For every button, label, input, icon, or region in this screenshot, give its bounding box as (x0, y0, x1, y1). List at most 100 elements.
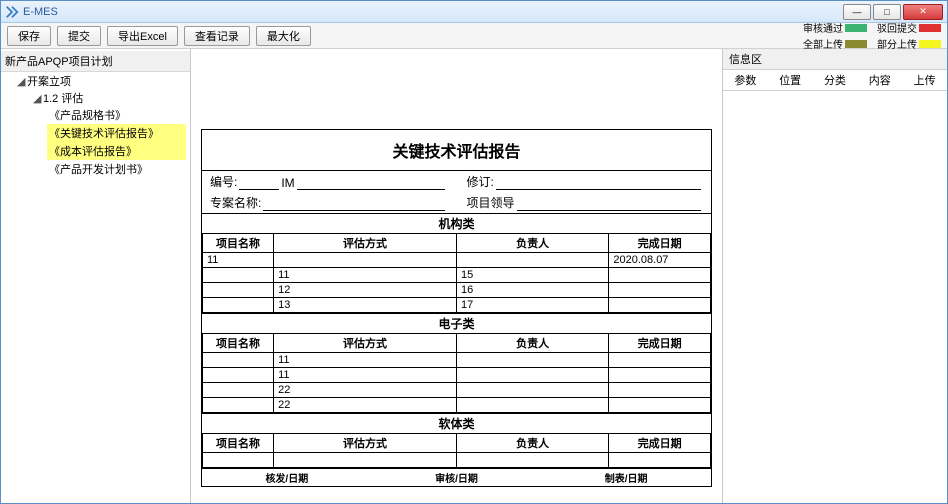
data-table: 项目名称评估方式负责人完成日期112020.08.07111512161317 (202, 233, 711, 313)
data-table: 项目名称评估方式负责人完成日期11112222 (202, 333, 711, 413)
cell-method[interactable] (274, 253, 457, 268)
number-value: IM (281, 176, 294, 190)
submit-button[interactable]: 提交 (57, 26, 101, 46)
section-head: 机构类 (202, 213, 711, 233)
info-panel-header: 参数 位置 分类 内容 上传 (723, 70, 947, 91)
cell-person[interactable] (456, 383, 608, 398)
cell-date[interactable] (609, 383, 711, 398)
window-title: E-MES (23, 6, 843, 18)
cell-person[interactable] (456, 353, 608, 368)
col-header-method: 评估方式 (274, 334, 457, 353)
report-title: 关键技术评估报告 (202, 130, 711, 170)
number-label: 编号: (210, 173, 237, 190)
app-icon (5, 5, 19, 19)
cell-name[interactable] (203, 283, 274, 298)
minimize-button[interactable]: — (843, 4, 871, 20)
save-button[interactable]: 保存 (7, 26, 51, 46)
footer-row: 核发/日期 审核/日期 制表/日期 (202, 468, 711, 486)
tree-item[interactable]: 《关键技术评估报告》 (47, 124, 186, 142)
document-viewport[interactable]: 关键技术评估报告 编号:IM 修订: 专案名称: 项目领导 机构类项目名称评估方… (191, 49, 722, 503)
close-button[interactable]: ✕ (903, 4, 943, 20)
cell-person[interactable]: 17 (456, 298, 608, 313)
info-col-category: 分类 (813, 70, 858, 90)
info-panel: 信息区 参数 位置 分类 内容 上传 (722, 49, 947, 503)
table-row[interactable]: 11 2020.08.07 (203, 253, 711, 268)
legend-approved-swatch (845, 24, 867, 32)
col-header-person: 负责人 (456, 234, 608, 253)
cell-name[interactable] (203, 383, 274, 398)
legend: 审核通过 驳回提交 全部上传 部分上传 (803, 20, 941, 51)
cell-date[interactable]: 2020.08.07 (609, 253, 711, 268)
cell-date[interactable] (609, 353, 711, 368)
table-row[interactable] (203, 453, 711, 468)
section-head: 软体类 (202, 413, 711, 433)
cell-date[interactable] (609, 368, 711, 383)
footer-issue-date: 核发/日期 (202, 469, 372, 486)
export-excel-button[interactable]: 导出Excel (107, 26, 178, 46)
cell-method[interactable]: 13 (274, 298, 457, 313)
cell-date[interactable] (609, 298, 711, 313)
cell-date[interactable] (609, 453, 711, 468)
cell-method[interactable] (274, 453, 457, 468)
info-col-param: 参数 (723, 70, 768, 90)
cell-name[interactable] (203, 353, 274, 368)
cell-method[interactable]: 11 (274, 368, 457, 383)
cell-person[interactable] (456, 398, 608, 413)
cell-person[interactable]: 15 (456, 268, 608, 283)
cell-name[interactable] (203, 398, 274, 413)
cell-date[interactable] (609, 398, 711, 413)
view-record-button[interactable]: 查看记录 (184, 26, 250, 46)
table-row[interactable]: 1317 (203, 298, 711, 313)
legend-returned-label: 驳回提交 (877, 20, 917, 35)
cell-date[interactable] (609, 283, 711, 298)
cell-method[interactable]: 22 (274, 398, 457, 413)
cell-name[interactable] (203, 268, 274, 283)
project-name-label: 专案名称: (210, 194, 261, 211)
legend-all-uploaded-swatch (845, 40, 867, 48)
tree-panel: 新产品APQP项目计划 ◢开案立项 ◢1.2 评估 《产品规格书》《关键技术评估… (1, 49, 191, 503)
info-panel-title: 信息区 (723, 49, 947, 70)
info-col-content: 内容 (857, 70, 902, 90)
data-table: 项目名称评估方式负责人完成日期 (202, 433, 711, 468)
info-col-position: 位置 (768, 70, 813, 90)
cell-person[interactable] (456, 253, 608, 268)
tree-node-12[interactable]: ◢1.2 评估 《产品规格书》《关键技术评估报告》《成本评估报告》《产品开发计划… (31, 89, 188, 179)
tree-header: 新产品APQP项目计划 (1, 51, 190, 72)
cell-date[interactable] (609, 268, 711, 283)
cell-name[interactable]: 11 (203, 253, 274, 268)
table-row[interactable]: 1115 (203, 268, 711, 283)
table-row[interactable]: 1216 (203, 283, 711, 298)
maximize-button[interactable]: □ (873, 4, 901, 20)
tree-root[interactable]: ◢开案立项 ◢1.2 评估 《产品规格书》《关键技术评估报告》《成本评估报告》《… (15, 72, 190, 180)
toolbar: 保存 提交 导出Excel 查看记录 最大化 审核通过 驳回提交 全部上传 部分… (1, 23, 947, 49)
table-row[interactable]: 22 (203, 398, 711, 413)
cell-person[interactable] (456, 453, 608, 468)
cell-method[interactable]: 22 (274, 383, 457, 398)
cell-method[interactable]: 11 (274, 353, 457, 368)
revision-label: 修订: (467, 173, 494, 190)
cell-name[interactable] (203, 298, 274, 313)
cell-person[interactable] (456, 368, 608, 383)
cell-name[interactable] (203, 368, 274, 383)
tree-item[interactable]: 《产品开发计划书》 (47, 160, 186, 178)
col-header-date: 完成日期 (609, 234, 711, 253)
cell-method[interactable]: 11 (274, 268, 457, 283)
col-header-name: 项目名称 (203, 434, 274, 453)
expander-icon[interactable]: ◢ (17, 75, 27, 88)
cell-person[interactable]: 16 (456, 283, 608, 298)
expander-icon[interactable]: ◢ (33, 92, 43, 105)
maximize-view-button[interactable]: 最大化 (256, 26, 311, 46)
report-document: 关键技术评估报告 编号:IM 修订: 专案名称: 项目领导 机构类项目名称评估方… (201, 129, 712, 487)
cell-method[interactable]: 12 (274, 283, 457, 298)
table-row[interactable]: 22 (203, 383, 711, 398)
table-row[interactable]: 11 (203, 353, 711, 368)
section-head: 电子类 (202, 313, 711, 333)
info-col-upload: 上传 (902, 70, 947, 90)
cell-name[interactable] (203, 453, 274, 468)
table-row[interactable]: 11 (203, 368, 711, 383)
col-header-name: 项目名称 (203, 234, 274, 253)
col-header-person: 负责人 (456, 334, 608, 353)
tree-item[interactable]: 《成本评估报告》 (47, 142, 186, 160)
tree-item[interactable]: 《产品规格书》 (47, 106, 186, 124)
col-header-date: 完成日期 (609, 434, 711, 453)
